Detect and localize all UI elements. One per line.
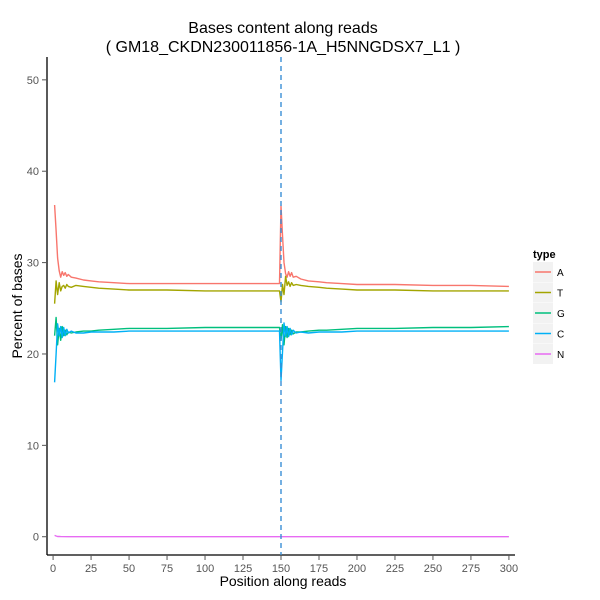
legend-label-C: C: [557, 330, 564, 341]
x-axis-title: Position along reads: [220, 573, 347, 589]
legend-label-A: A: [557, 268, 564, 279]
x-tick-label: 175: [310, 563, 328, 575]
x-tick-label: 150: [272, 563, 290, 575]
y-axis-ticks: 0 10 20 30 40 50: [27, 75, 47, 544]
y-tick-label: 20: [27, 349, 39, 361]
y-tick-label: 30: [27, 258, 39, 270]
x-tick-label: 50: [123, 563, 135, 575]
y-tick-label: 40: [27, 166, 39, 178]
y-tick-label: 0: [33, 532, 39, 544]
y-tick-label: 10: [27, 440, 39, 452]
x-tick-label: 300: [500, 563, 518, 575]
y-axis-title: Percent of bases: [9, 253, 25, 358]
x-tick-label: 0: [50, 563, 56, 575]
chart-subtitle: ( GM18_CKDN230011856-1A_H5NNGDSX7_L1 ): [106, 39, 461, 56]
series-lines: [53, 204, 509, 538]
series-line-N: [54, 534, 509, 538]
x-tick-label: 25: [85, 563, 97, 575]
plot-panel: 0 25 50 75 100 125 150 175 200 225 250 275 300 0 10 20…: [27, 57, 518, 575]
x-tick-label: 100: [196, 563, 214, 575]
chart-title: Bases content along reads: [188, 20, 377, 37]
x-axis-ticks: 0 25 50 75 100 125 150 175 200 225 250 275 300: [50, 555, 518, 575]
x-tick-label: 225: [386, 563, 404, 575]
series-line-A: [53, 204, 509, 288]
legend-title: type: [533, 249, 556, 261]
x-tick-label: 125: [234, 563, 252, 575]
series-line-T: [53, 275, 509, 304]
x-tick-label: 275: [462, 563, 480, 575]
legend-label-G: G: [557, 309, 565, 320]
x-tick-label: 250: [424, 563, 442, 575]
x-tick-label: 75: [161, 563, 173, 575]
series-line-C: [53, 322, 509, 383]
legend-label-N: N: [557, 350, 564, 361]
legend-label-T: T: [557, 289, 563, 300]
x-tick-label: 200: [348, 563, 366, 575]
y-tick-label: 50: [27, 75, 39, 87]
